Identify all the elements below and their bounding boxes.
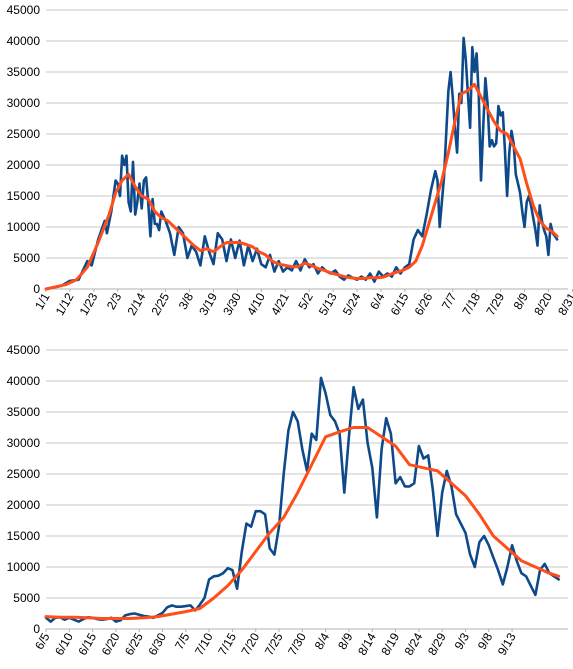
x-tick-label: 7/10 <box>192 630 216 658</box>
x-tick-label: 6/15 <box>388 290 412 318</box>
x-tick-label: 8/20 <box>531 290 555 318</box>
series-lines <box>44 376 561 623</box>
x-tick-label: 8/4 <box>312 630 333 652</box>
x-tick-label: 3/8 <box>176 290 197 312</box>
y-tick-label: 45000 <box>7 3 41 17</box>
x-tick-label: 5/2 <box>295 290 316 312</box>
x-tick-label: 8/19 <box>378 630 402 658</box>
y-tick-labels: 0 5000 10000 15000 20000 25000 30000 35000 40000… <box>7 3 41 296</box>
x-tick-label: 2/3 <box>104 290 125 312</box>
y-tick-label: 40000 <box>7 34 41 48</box>
x-tick-label: 2/25 <box>148 290 172 318</box>
y-tick-label: 20000 <box>7 158 41 172</box>
gridlines <box>45 349 568 632</box>
series-line-daily <box>44 36 559 291</box>
x-tick-labels: 6/5 6/10 6/15 6/20 6/25 6/30 7/5 7/10 7/15 7/20 7/… <box>32 630 519 658</box>
x-tick-label: 3/30 <box>220 290 244 318</box>
y-tick-label: 15000 <box>7 529 41 543</box>
x-tick-label: 7/29 <box>483 290 507 318</box>
y-tick-label: 0 <box>33 282 40 296</box>
x-tick-label: 7/18 <box>459 290 483 318</box>
x-tick-label: 7/25 <box>262 630 286 658</box>
x-tick-label: 8/31 <box>555 290 573 318</box>
x-tick-label: 8/24 <box>402 630 426 658</box>
x-tick-label: 6/15 <box>75 630 99 658</box>
y-tick-label: 5000 <box>13 251 40 265</box>
x-tick-label: 9/3 <box>452 630 473 652</box>
gridlines <box>45 9 573 292</box>
y-tick-label: 40000 <box>7 374 41 388</box>
x-tick-label: 8/29 <box>425 630 449 658</box>
x-tick-label: 7/15 <box>215 630 239 658</box>
x-tick-label: 9/13 <box>495 630 519 658</box>
x-tick-label: 3/19 <box>196 290 220 318</box>
chart-bottom: 0 5000 10000 15000 20000 25000 30000 35000 40000… <box>7 343 568 658</box>
x-tick-label: 6/25 <box>122 630 146 658</box>
x-tick-label: 8/9 <box>511 290 532 312</box>
x-tick-label: 4/21 <box>268 290 292 318</box>
series-lines <box>44 36 559 291</box>
x-tick-label: 6/10 <box>52 630 76 658</box>
x-tick-label: 6/20 <box>99 630 123 658</box>
y-tick-label: 0 <box>33 622 40 636</box>
x-tick-label: 5/13 <box>316 290 340 318</box>
y-tick-label: 10000 <box>7 220 41 234</box>
chart-top: 0 5000 10000 15000 20000 25000 30000 35000 40000… <box>7 3 573 318</box>
x-tick-label: 6/26 <box>412 290 436 318</box>
y-tick-label: 15000 <box>7 189 41 203</box>
y-tick-label: 30000 <box>7 436 41 450</box>
x-tick-label: 8/9 <box>335 630 356 652</box>
x-tick-label: 7/7 <box>439 290 460 312</box>
x-tick-label: 1/23 <box>77 290 101 318</box>
x-tick-labels: 1/1 1/12 1/23 2/3 2/14 2/25 3/8 3/19 3/30 4/10 4/2… <box>32 290 573 318</box>
series-line-average <box>44 426 561 620</box>
x-tick-label: 2/14 <box>124 290 148 318</box>
series-line-daily <box>44 376 560 623</box>
x-tick-label: 6/4 <box>367 290 388 312</box>
y-tick-label: 35000 <box>7 65 41 79</box>
x-tick-label: 7/20 <box>239 630 263 658</box>
y-tick-label: 25000 <box>7 467 41 481</box>
x-tick-label: 9/8 <box>475 630 496 652</box>
y-tick-label: 10000 <box>7 560 41 574</box>
x-tick-label: 8/14 <box>355 630 379 658</box>
y-tick-label: 20000 <box>7 498 41 512</box>
y-tick-labels: 0 5000 10000 15000 20000 25000 30000 35000 40000… <box>7 343 41 636</box>
x-tick-label: 7/5 <box>172 630 193 652</box>
x-tick-label: 6/30 <box>145 630 169 658</box>
x-tick-label: 5/24 <box>340 290 364 318</box>
x-tick-label: 1/12 <box>53 290 77 318</box>
x-tick-label: 4/10 <box>244 290 268 318</box>
y-tick-label: 45000 <box>7 343 41 357</box>
x-tick-label: 7/30 <box>285 630 309 658</box>
y-tick-label: 30000 <box>7 96 41 110</box>
y-tick-label: 25000 <box>7 127 41 141</box>
y-tick-label: 5000 <box>13 591 40 605</box>
y-tick-label: 35000 <box>7 405 41 419</box>
series-line-average <box>44 82 559 291</box>
